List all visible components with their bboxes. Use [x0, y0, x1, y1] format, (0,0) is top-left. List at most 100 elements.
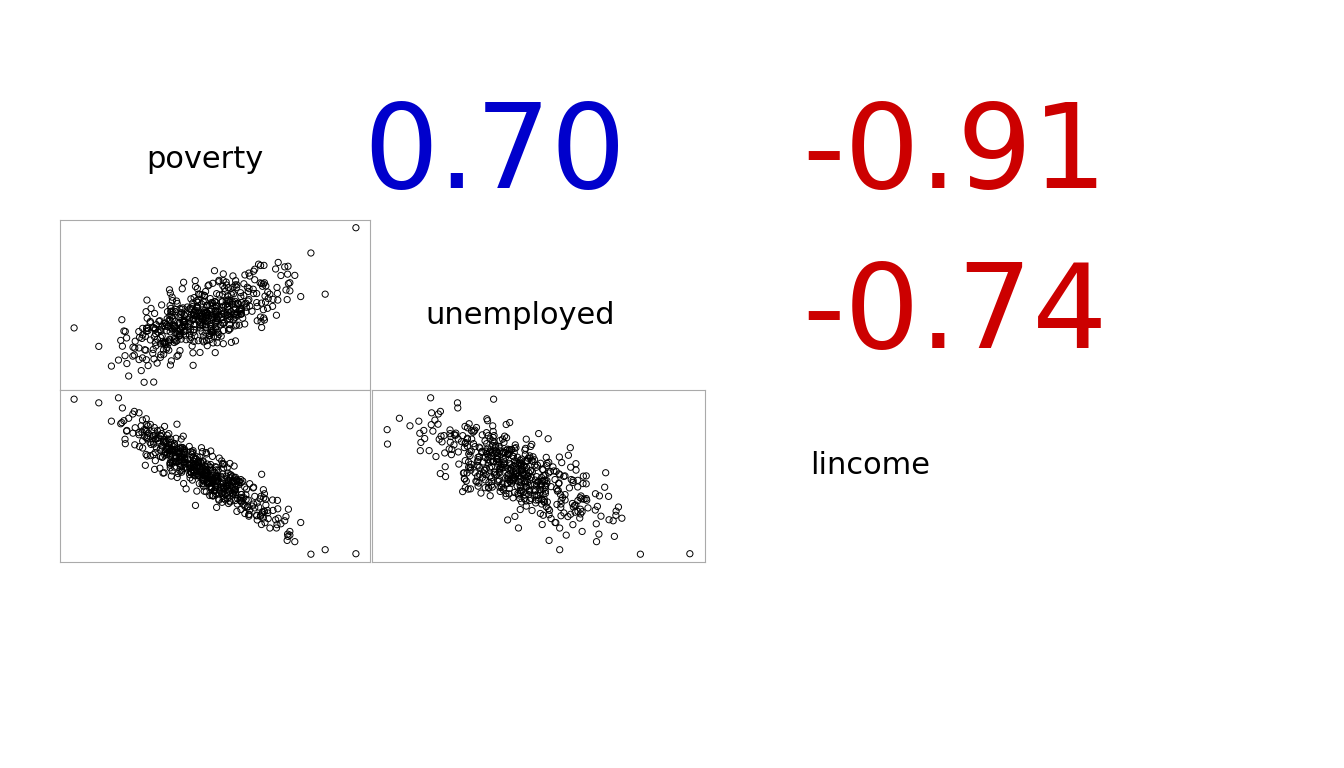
Point	[159, 283, 180, 296]
Point	[211, 487, 233, 499]
Point	[180, 317, 202, 329]
Point	[250, 260, 271, 272]
Point	[439, 430, 461, 442]
Point	[595, 467, 617, 479]
Point	[448, 433, 469, 445]
Point	[206, 481, 227, 493]
Point	[558, 511, 579, 523]
Point	[200, 323, 222, 335]
Text: 0.70: 0.70	[364, 98, 626, 213]
Point	[495, 490, 516, 502]
Point	[478, 445, 500, 458]
Point	[491, 458, 512, 471]
Point	[196, 306, 218, 319]
Point	[203, 323, 224, 336]
Point	[458, 461, 480, 473]
Point	[314, 288, 336, 300]
Point	[508, 521, 530, 534]
Point	[167, 350, 188, 362]
Point	[183, 313, 204, 326]
Point	[128, 353, 149, 366]
Point	[255, 499, 277, 511]
Point	[188, 461, 210, 473]
Point	[196, 300, 218, 312]
Point	[160, 444, 181, 456]
Point	[421, 419, 442, 431]
Point	[183, 461, 204, 473]
Point	[208, 276, 230, 288]
Point	[234, 298, 255, 310]
Point	[270, 518, 292, 530]
Point	[220, 305, 242, 317]
Point	[196, 339, 218, 352]
Point	[208, 289, 230, 301]
Point	[503, 474, 524, 486]
Point	[168, 445, 190, 458]
Point	[484, 466, 505, 478]
Point	[195, 468, 216, 480]
Point	[534, 496, 555, 508]
Point	[265, 263, 286, 275]
Point	[250, 316, 271, 328]
Point	[239, 504, 261, 516]
Point	[512, 462, 534, 474]
Point	[573, 478, 594, 490]
Point	[199, 327, 220, 339]
Point	[540, 512, 562, 525]
Point	[228, 303, 250, 316]
Point	[513, 460, 535, 472]
Point	[206, 477, 227, 489]
Point	[223, 308, 245, 320]
Point	[175, 446, 196, 458]
Point	[242, 283, 263, 296]
Point	[134, 424, 156, 436]
Point	[190, 465, 211, 477]
Point	[137, 420, 159, 432]
Point	[203, 308, 224, 320]
Point	[470, 487, 492, 499]
Point	[172, 444, 194, 456]
Point	[207, 310, 228, 323]
Point	[509, 460, 531, 472]
Point	[175, 462, 196, 474]
Point	[511, 464, 532, 476]
Point	[223, 287, 245, 300]
Point	[250, 510, 271, 522]
Point	[215, 470, 237, 482]
Point	[215, 299, 237, 311]
Point	[192, 455, 214, 468]
Point	[500, 464, 521, 476]
Point	[181, 300, 203, 313]
Point	[469, 468, 491, 481]
Point	[473, 464, 495, 476]
Point	[513, 492, 535, 505]
Point	[468, 453, 489, 465]
Point	[144, 446, 165, 458]
Point	[480, 455, 501, 468]
Point	[453, 442, 474, 454]
Point	[218, 476, 239, 488]
Point	[206, 300, 227, 312]
Point	[116, 425, 137, 437]
Point	[177, 452, 199, 465]
Point	[146, 357, 168, 369]
Point	[477, 429, 499, 442]
Point	[212, 316, 234, 329]
Point	[219, 296, 241, 309]
Point	[300, 548, 321, 561]
Point	[489, 466, 511, 478]
Point	[218, 478, 239, 491]
Point	[602, 515, 624, 527]
Point	[497, 449, 519, 461]
Point	[222, 476, 243, 488]
Point	[476, 468, 497, 481]
Point	[114, 326, 136, 338]
Point	[482, 432, 504, 444]
Point	[524, 489, 546, 502]
Point	[215, 276, 237, 288]
Point	[142, 347, 164, 359]
Point	[571, 493, 593, 505]
Point	[474, 452, 496, 464]
Point	[481, 475, 503, 488]
Point	[171, 433, 192, 445]
